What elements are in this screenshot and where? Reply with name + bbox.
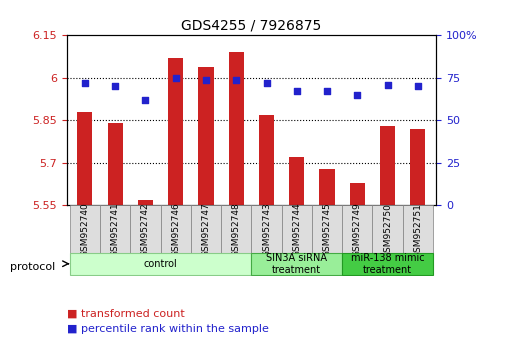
Text: GSM952742: GSM952742: [141, 203, 150, 257]
Point: [232, 77, 240, 82]
FancyBboxPatch shape: [342, 205, 372, 255]
FancyBboxPatch shape: [251, 253, 342, 275]
Point: [323, 88, 331, 94]
Text: protocol: protocol: [10, 262, 55, 272]
Bar: [77, 112, 92, 205]
Bar: [259, 115, 274, 205]
FancyBboxPatch shape: [161, 205, 191, 255]
Bar: [108, 123, 123, 205]
FancyBboxPatch shape: [70, 253, 251, 275]
Bar: [138, 200, 153, 205]
Point: [141, 97, 149, 103]
Text: GSM952751: GSM952751: [413, 202, 422, 258]
FancyBboxPatch shape: [403, 205, 433, 255]
Point: [353, 92, 362, 98]
Bar: [199, 67, 213, 205]
Text: miR-138 mimic
treatment: miR-138 mimic treatment: [351, 253, 424, 275]
FancyBboxPatch shape: [100, 205, 130, 255]
Text: GSM952740: GSM952740: [81, 203, 89, 257]
Bar: [350, 183, 365, 205]
Text: GSM952750: GSM952750: [383, 202, 392, 258]
Bar: [168, 58, 183, 205]
Point: [414, 84, 422, 89]
Point: [293, 88, 301, 94]
Text: GSM952741: GSM952741: [111, 203, 120, 257]
Point: [81, 80, 89, 86]
Text: control: control: [144, 259, 177, 269]
Point: [384, 82, 392, 87]
Bar: [289, 157, 304, 205]
Title: GDS4255 / 7926875: GDS4255 / 7926875: [181, 19, 322, 33]
Bar: [320, 169, 334, 205]
FancyBboxPatch shape: [312, 205, 342, 255]
FancyBboxPatch shape: [221, 205, 251, 255]
Point: [263, 80, 271, 86]
Text: GSM952745: GSM952745: [323, 203, 331, 257]
FancyBboxPatch shape: [130, 205, 161, 255]
Bar: [229, 52, 244, 205]
FancyBboxPatch shape: [191, 205, 221, 255]
Text: ■ percentile rank within the sample: ■ percentile rank within the sample: [67, 324, 269, 334]
FancyBboxPatch shape: [282, 205, 312, 255]
Text: GSM952749: GSM952749: [353, 203, 362, 257]
Text: GSM952746: GSM952746: [171, 203, 180, 257]
Point: [111, 84, 119, 89]
Text: ■ transformed count: ■ transformed count: [67, 308, 185, 318]
Text: GSM952744: GSM952744: [292, 203, 301, 257]
Text: GSM952747: GSM952747: [202, 203, 210, 257]
FancyBboxPatch shape: [251, 205, 282, 255]
Text: GSM952743: GSM952743: [262, 203, 271, 257]
FancyBboxPatch shape: [70, 205, 100, 255]
Bar: [380, 126, 395, 205]
Text: SIN3A siRNA
treatment: SIN3A siRNA treatment: [266, 253, 327, 275]
FancyBboxPatch shape: [342, 253, 433, 275]
Bar: [410, 129, 425, 205]
Point: [171, 75, 180, 81]
FancyBboxPatch shape: [372, 205, 403, 255]
Point: [202, 77, 210, 82]
Text: GSM952748: GSM952748: [232, 203, 241, 257]
